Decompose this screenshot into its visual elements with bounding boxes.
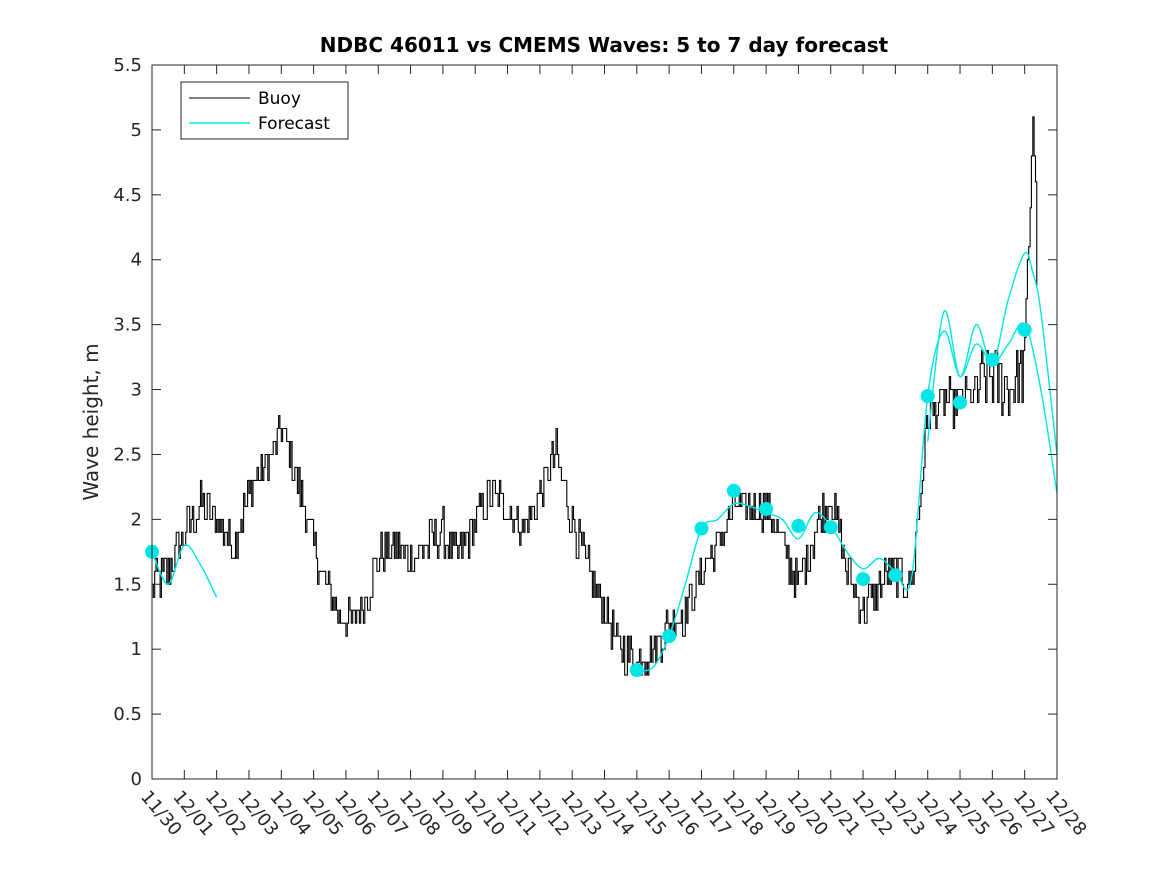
y-tick-label: 0.5 (113, 704, 142, 725)
legend-label-forecast: Forecast (258, 114, 330, 134)
y-tick-label: 4 (131, 250, 142, 271)
forecast-marker (953, 395, 967, 410)
legend-label-buoy: Buoy (258, 89, 301, 109)
buoy-series-line (152, 116, 1038, 676)
forecast-marker (856, 572, 871, 587)
y-tick-label: 0 (131, 769, 142, 790)
forecast-marker (759, 502, 774, 516)
legend: Buoy Forecast (180, 81, 349, 140)
y-tick-label: 2 (131, 509, 142, 530)
y-axis-label: Wave height, m (79, 343, 103, 500)
y-tick-label: 4.5 (113, 185, 142, 206)
forecast-series-line-3 (927, 251, 1058, 455)
forecast-marker (920, 389, 935, 403)
y-tick-label: 3.5 (113, 315, 142, 336)
forecast-marker (694, 521, 709, 536)
forecast-marker (1017, 322, 1032, 337)
y-tick-label: 2.5 (113, 444, 142, 465)
y-tick-label: 3 (131, 380, 142, 401)
legend-box (180, 81, 349, 140)
forecast-series-line-1 (151, 544, 218, 598)
y-tick-label: 1 (131, 639, 142, 660)
y-tick-label: 1.5 (113, 574, 142, 595)
forecast-marker (629, 663, 644, 677)
y-tick-label: 5 (131, 120, 142, 141)
forecast-marker (985, 352, 1000, 367)
forecast-marker (823, 520, 838, 535)
forecast-marker (888, 568, 903, 583)
y-tick-label: 5.5 (113, 55, 142, 76)
plot-area (152, 65, 1057, 779)
forecast-marker (662, 629, 677, 644)
chart-title: NDBC 46011 vs CMEMS Waves: 5 to 7 day fo… (320, 33, 889, 57)
series-layer (145, 116, 1058, 677)
forecast-marker (726, 483, 741, 498)
forecast-marker (791, 518, 806, 533)
